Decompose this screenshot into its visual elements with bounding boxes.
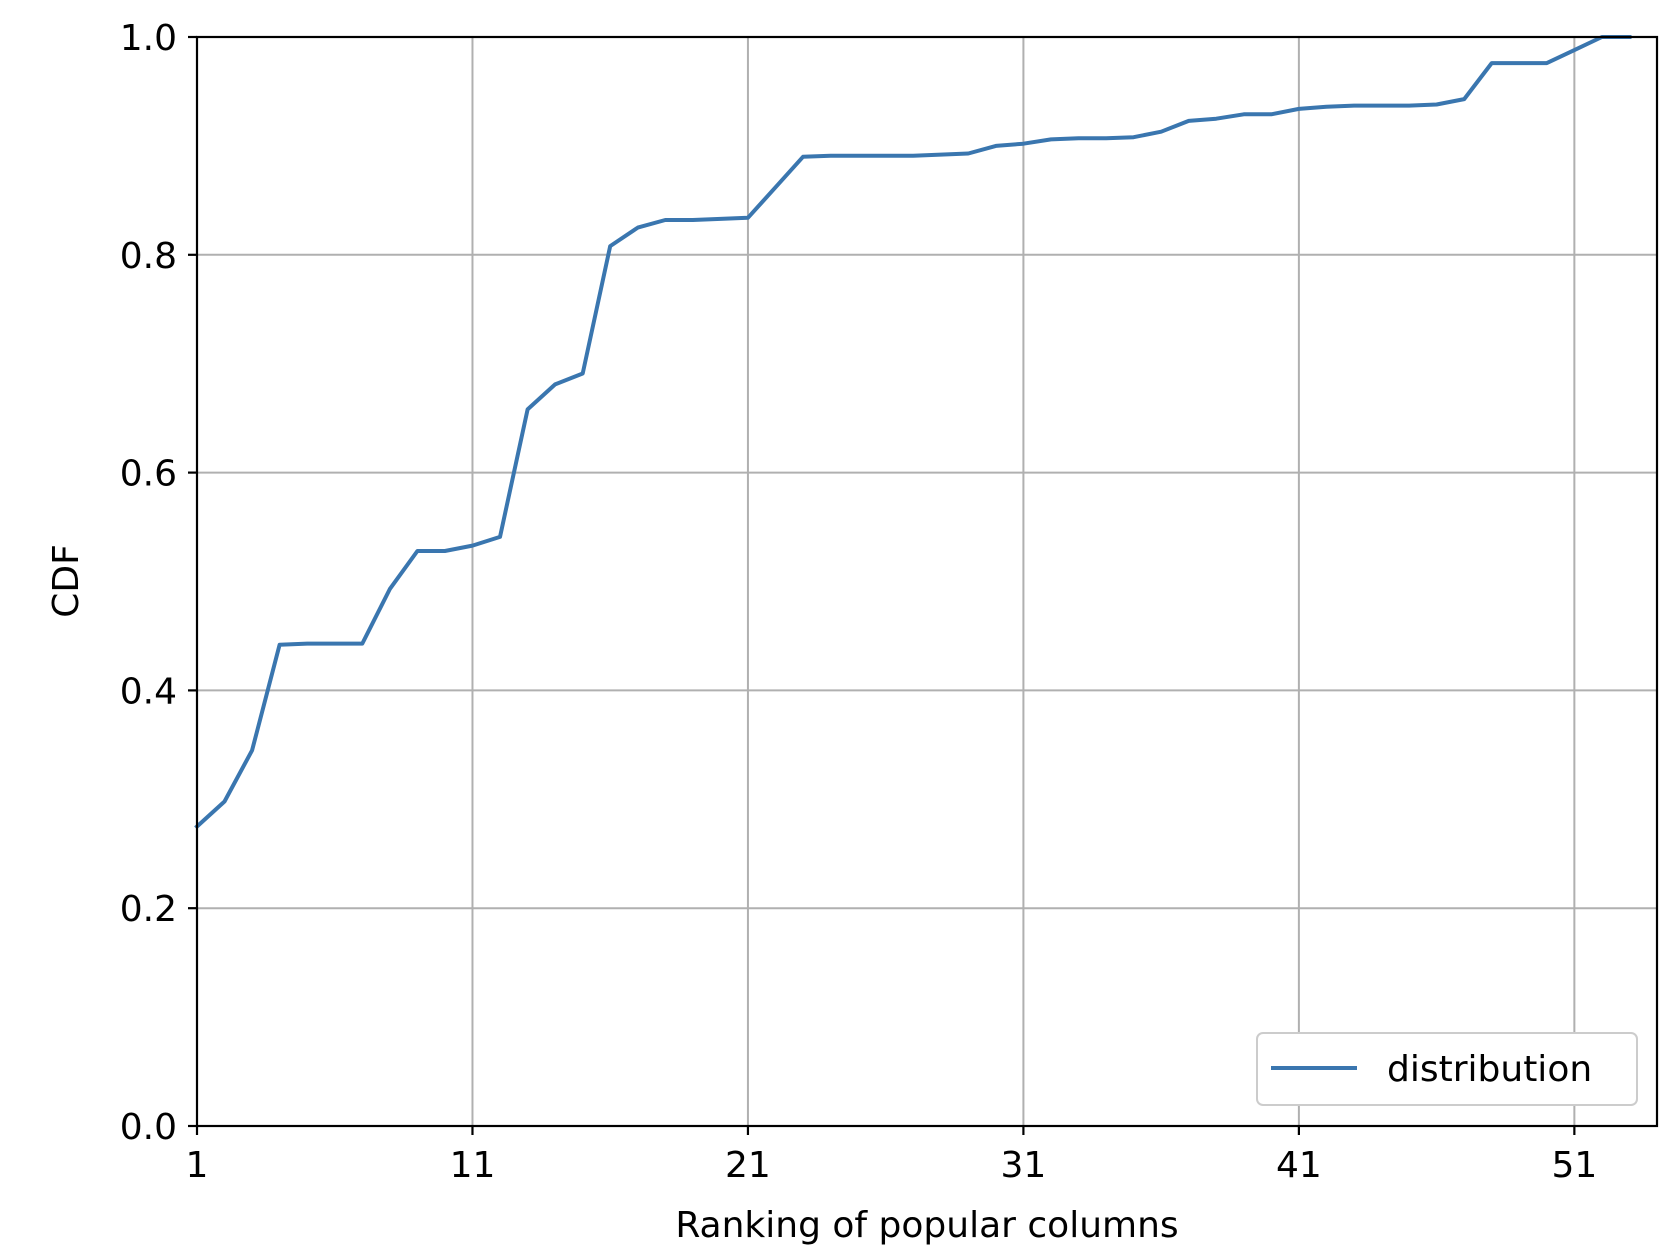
x-axis-label: Ranking of popular columns	[675, 1205, 1178, 1246]
series-line-distribution	[194, 35, 1632, 830]
y-tick-label: 0.4	[120, 671, 177, 712]
plot-frame	[195, 35, 1659, 1128]
legend-frame	[1256, 1032, 1638, 1106]
y-tick-label: 0.6	[120, 454, 177, 495]
x-tick-label: 31	[1001, 1145, 1047, 1186]
legend-label: distribution	[1387, 1049, 1592, 1090]
y-axis-label: CDF	[46, 544, 87, 618]
x-tick-label: 21	[725, 1145, 771, 1186]
y-tick-label: 0.8	[120, 236, 177, 277]
ticks: 1 11 21 31 41 510.00.20.40.60.81.0	[120, 18, 1598, 1186]
x-tick-label: 41	[1276, 1145, 1322, 1186]
legend: distribution	[1256, 1032, 1638, 1106]
y-tick-label: 1.0	[120, 18, 177, 59]
x-tick-label: 11	[450, 1145, 496, 1186]
y-tick-label: 0.2	[120, 889, 177, 930]
series-layer	[194, 35, 1632, 830]
grid	[196, 36, 1657, 1127]
x-tick-label: 51	[1551, 1145, 1597, 1186]
y-tick-label: 0.0	[120, 1107, 177, 1148]
x-tick-label: 1	[186, 1145, 209, 1186]
